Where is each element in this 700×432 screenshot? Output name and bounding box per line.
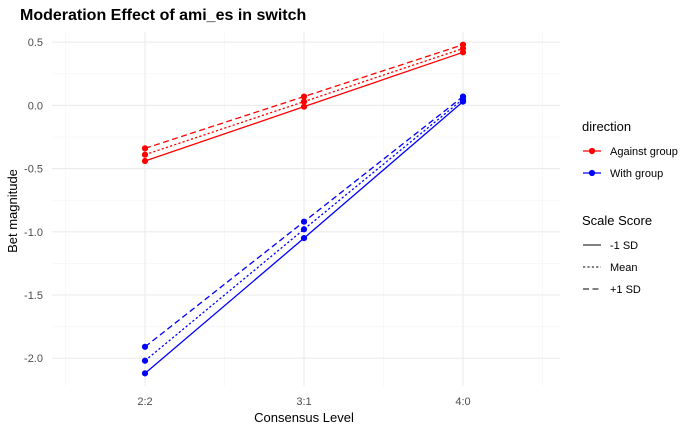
legend-key-point <box>588 169 596 177</box>
legend-direction: direction Against group With group <box>582 119 678 180</box>
data-point <box>141 157 149 165</box>
y-tick-label: 0.5 <box>28 37 43 49</box>
legend-scale-score-title: Scale Score <box>582 213 652 228</box>
data-point <box>459 41 467 48</box>
legend-label: Mean <box>610 262 638 274</box>
y-axis-ticks: 0.5 0.0 -0.5 -1.0 -1.5 -2.0 <box>24 37 43 365</box>
legend-label: +1 SD <box>610 284 641 296</box>
x-tick-label: 4:0 <box>455 396 470 408</box>
y-tick-label: -2.0 <box>24 353 43 365</box>
data-point <box>141 357 149 364</box>
legend-direction-title: direction <box>582 119 631 134</box>
y-tick-label: -1.0 <box>24 227 43 239</box>
x-tick-label: 2:2 <box>137 396 152 408</box>
x-axis-title: Consensus Level <box>254 410 354 425</box>
y-tick-label: -1.5 <box>24 290 43 302</box>
series-points <box>141 41 467 377</box>
data-point <box>300 218 308 225</box>
data-point <box>300 226 308 233</box>
x-axis-ticks: 2:2 3:1 4:0 <box>137 396 470 408</box>
data-point <box>141 151 149 158</box>
y-tick-label: 0.0 <box>28 100 43 112</box>
chart-title: Moderation Effect of ami_es in switch <box>20 7 306 24</box>
x-tick-label: 3:1 <box>296 396 311 408</box>
legend-label: Against group <box>610 146 678 158</box>
legend-label: -1 SD <box>610 240 638 252</box>
data-point <box>141 370 149 377</box>
data-point <box>300 98 308 105</box>
data-point <box>300 235 308 242</box>
y-tick-label: -0.5 <box>24 164 43 176</box>
y-axis-title: Bet magnitude <box>5 169 20 253</box>
legend-label: With group <box>610 168 663 180</box>
legend-scale-score: Scale Score -1 SD Mean +1 SD <box>582 213 652 296</box>
data-point <box>300 103 308 110</box>
data-point <box>141 343 149 350</box>
data-point <box>459 93 467 100</box>
legend-key-point <box>588 147 596 155</box>
series-line <box>144 98 464 362</box>
data-point <box>300 93 308 100</box>
data-point <box>141 145 149 152</box>
